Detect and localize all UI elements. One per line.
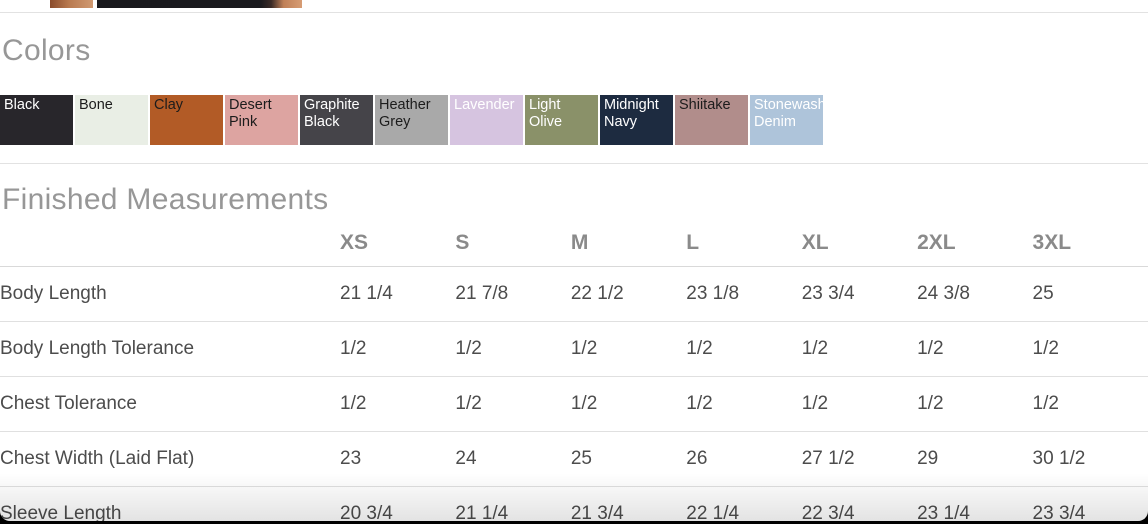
table-row: Chest Width (Laid Flat) 23 24 25 26 27 1/2 29 3… (0, 431, 1148, 487)
measurements-table: XS S M L XL 2XL 3XL Body Length 21 1/4 21 7/8 22 … (0, 217, 1148, 521)
color-swatch-heather-grey[interactable]: Heather Grey (375, 95, 448, 145)
size-column-header-3xl: 3XL (1032, 217, 1148, 267)
measurement-value: 22 1/4 (686, 503, 740, 521)
product-thumbnails-strip (0, 0, 1148, 13)
empty-header-cell (0, 217, 340, 267)
color-swatch-bone[interactable]: Bone (75, 95, 148, 145)
measurement-value: 21 7/8 (455, 266, 571, 322)
table-row: Body Length 21 1/4 21 7/8 22 1/2 23 1/8 23 3/… (0, 266, 1148, 322)
measurement-value: 22 3/4 (801, 503, 855, 521)
measurement-row-label: Body Length (0, 266, 340, 322)
measurement-value: 21 3/4 (570, 503, 624, 521)
product-thumbnail-image[interactable] (97, 0, 302, 8)
table-row: Sleeve Length 20 3/4 21 1/4 21 3/4 22 1/4 22 … (0, 487, 1148, 521)
measurement-value: 21 1/4 (455, 503, 509, 521)
color-swatch-shiitake[interactable]: Shiitake (675, 95, 748, 145)
measurement-value: 1/2 (801, 321, 918, 377)
measurement-value: 1/2 (570, 376, 687, 432)
color-swatch-black[interactable]: Black (0, 95, 73, 145)
measurement-value: 1/2 (686, 376, 802, 432)
measurement-value: 23 (340, 431, 456, 487)
color-swatch-desert-pink[interactable]: Desert Pink (225, 95, 298, 145)
measurement-value: 1/2 (686, 321, 802, 377)
measurement-value: 25 (1032, 266, 1148, 322)
color-swatches: Black Bone Clay Desert Pink Graphite Black He… (0, 95, 1148, 145)
size-column-header-2xl: 2XL (917, 217, 1033, 267)
size-column-header-xs: XS (340, 217, 456, 267)
measurement-value: 1/2 (801, 376, 918, 432)
measurement-value: 1/2 (917, 376, 1033, 432)
product-thumbnail-image[interactable] (50, 0, 93, 8)
measurement-value: 21 1/4 (340, 266, 456, 322)
measurement-row-label: Chest Tolerance (0, 376, 340, 432)
measurement-value: 23 3/4 (1032, 503, 1086, 521)
measurement-value: 27 1/2 (801, 431, 918, 487)
measurement-row-label: Chest Width (Laid Flat) (0, 431, 340, 487)
measurements-table-body: Body Length 21 1/4 21 7/8 22 1/2 23 1/8 23 3/… (0, 266, 1148, 521)
measurement-value: 23 3/4 (801, 266, 918, 322)
color-swatch-lavender[interactable]: Lavender (450, 95, 523, 145)
measurement-value: 1/2 (340, 321, 456, 377)
measurement-value: 30 1/2 (1032, 431, 1148, 487)
measurement-value: 1/2 (455, 376, 571, 432)
measurement-value: 1/2 (917, 321, 1033, 377)
color-swatch-clay[interactable]: Clay (150, 95, 223, 145)
size-header-row: XS S M L XL 2XL 3XL (0, 217, 1148, 267)
measurement-value: 1/2 (1032, 321, 1148, 377)
measurement-value: 29 (917, 431, 1033, 487)
colors-section-title: Colors (2, 34, 91, 67)
table-row: Body Length Tolerance 1/2 1/2 1/2 1/2 1/2 1/2 1… (0, 321, 1148, 377)
size-column-header-l: L (686, 217, 802, 267)
measurement-value: 1/2 (1032, 376, 1148, 432)
measurement-value: 23 1/8 (686, 266, 802, 322)
measurement-value: 1/2 (455, 321, 571, 377)
section-divider (0, 163, 1148, 164)
measurement-value: 24 3/8 (917, 266, 1033, 322)
measurement-value: 1/2 (570, 321, 687, 377)
finished-measurements-title: Finished Measurements (2, 183, 329, 216)
color-swatch-stonewash-denim[interactable]: Stonewash Denim (750, 95, 823, 145)
measurement-value: 22 1/2 (570, 266, 687, 322)
size-column-header-m: M (570, 217, 687, 267)
size-column-header-xl: XL (801, 217, 918, 267)
measurement-value: 24 (455, 431, 571, 487)
measurement-row-label: Sleeve Length (0, 503, 122, 521)
table-row: Chest Tolerance 1/2 1/2 1/2 1/2 1/2 1/2 1/2 (0, 376, 1148, 432)
color-swatch-graphite-black[interactable]: Graphite Black (300, 95, 373, 145)
measurement-row-label: Body Length Tolerance (0, 321, 340, 377)
measurement-value: 23 1/4 (917, 503, 970, 521)
color-swatch-light-olive[interactable]: Light Olive (525, 95, 598, 145)
measurement-value: 20 3/4 (340, 503, 393, 521)
measurement-value: 25 (570, 431, 687, 487)
size-column-header-s: S (455, 217, 571, 267)
measurement-value: 26 (686, 431, 802, 487)
measurement-value: 1/2 (340, 376, 456, 432)
color-swatch-midnight-navy[interactable]: Midnight Navy (600, 95, 673, 145)
